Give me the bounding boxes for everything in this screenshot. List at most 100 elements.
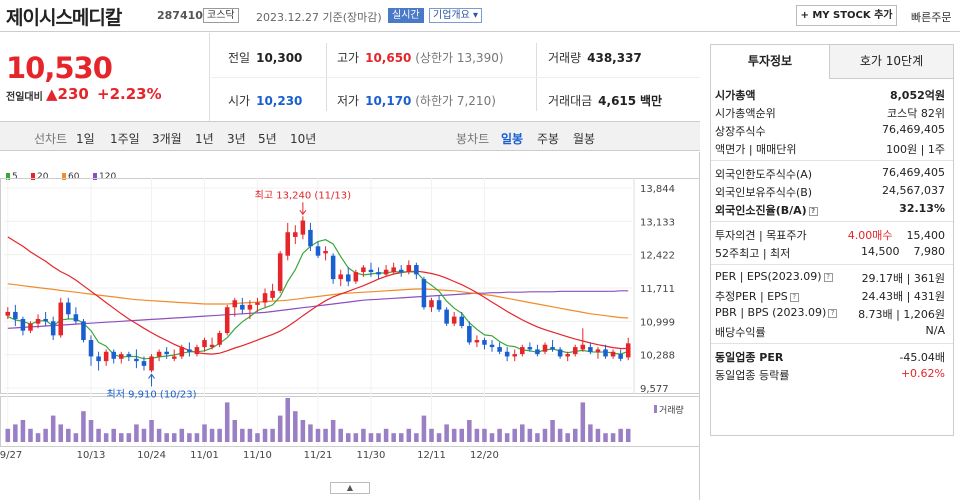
low-price: 저가 10,170 (하한가 7,210) <box>337 94 496 108</box>
volume-bar <box>103 433 109 442</box>
volume-bar <box>232 420 238 442</box>
candle-body <box>489 344 495 348</box>
volume-bar <box>323 428 328 442</box>
x-tick-label: 12/11 <box>417 450 446 461</box>
info-label: 투자의견 | 목표주가 <box>715 229 807 242</box>
info-value: 32.13% <box>899 202 945 215</box>
volume-bar <box>13 424 18 442</box>
period-1d[interactable]: 1일 <box>76 132 95 146</box>
investment-info-body: 시가총액 8,052억원 시가총액순위 코스닥 82위 상장주식수 76,469,405 액… <box>711 81 953 435</box>
candle-body <box>66 302 71 315</box>
candle-body <box>444 309 449 324</box>
tab-order-book[interactable]: 호가 10단계 <box>830 45 953 79</box>
info-label: 52주최고 | 최저 <box>715 247 791 260</box>
volume-bar <box>406 428 412 442</box>
candle-body <box>504 351 510 357</box>
info-label: 액면가 | 매매단위 <box>715 143 797 156</box>
volume-bar <box>383 428 389 442</box>
info-value: 29.17배 | 361원 <box>861 272 945 285</box>
tab-investment-info[interactable]: 투자정보 <box>711 45 830 79</box>
period-3m[interactable]: 3개월 <box>152 132 182 146</box>
line-chart-label[interactable]: 선차트 <box>34 132 68 146</box>
y-tick-label: 9,577 <box>640 384 669 395</box>
volume-bar <box>625 428 631 442</box>
candle-body <box>126 354 132 357</box>
candle-body <box>565 354 570 357</box>
volume-bar <box>209 428 215 442</box>
info-value: 24.43배 | 431원 <box>861 290 945 303</box>
period-3y[interactable]: 3년 <box>227 132 246 146</box>
candle-daily[interactable]: 일봉 <box>501 132 524 146</box>
help-icon[interactable]: ? <box>808 206 818 216</box>
low-arrow-head <box>148 373 155 379</box>
divider <box>711 264 953 265</box>
volume-bar <box>580 402 586 442</box>
candle-chart-label[interactable]: 봉차트 <box>456 132 490 146</box>
volume-bar <box>489 433 495 442</box>
change-value: ▲230 <box>46 85 89 103</box>
add-my-stock-button[interactable]: + MY STOCK 추가 <box>796 5 897 26</box>
plot-frame <box>0 178 700 394</box>
volume-bar <box>467 420 472 442</box>
volume-frame <box>0 396 700 447</box>
candle-body <box>179 347 185 357</box>
info-row: 외국인보유주식수(B) 24,567,037 <box>715 184 945 202</box>
volume-bar <box>308 424 313 442</box>
company-overview-dropdown[interactable]: 기업개요 ▾ <box>429 8 482 23</box>
candle-body <box>588 347 593 352</box>
info-label: 동일업종 등락률 <box>715 369 790 382</box>
info-label: 시가총액순위 <box>715 107 776 120</box>
collapse-chart-handle[interactable]: ▲ <box>330 482 370 494</box>
info-label: 시가총액 <box>715 89 756 102</box>
period-1y[interactable]: 1년 <box>195 132 214 146</box>
volume-bar <box>81 411 86 442</box>
info-row: 52주최고 | 최저 14,500 7,980 <box>715 245 945 263</box>
candle-body <box>285 232 291 256</box>
volume-bar <box>126 433 132 442</box>
candle-body <box>376 272 381 275</box>
candle-body <box>610 351 616 357</box>
candle-body <box>580 344 586 350</box>
volume-bar <box>43 428 48 442</box>
help-icon[interactable]: ? <box>823 272 833 282</box>
help-icon[interactable]: ? <box>828 308 838 318</box>
volume-bar <box>58 424 64 442</box>
candle-body <box>194 347 200 355</box>
volume-bar <box>444 424 449 442</box>
x-tick-label: 11/01 <box>190 450 219 461</box>
period-10y[interactable]: 10년 <box>290 132 317 146</box>
info-label: PBR | BPS (2023.09)? <box>715 306 838 319</box>
volume-bar <box>398 433 404 442</box>
legend-ma60: 60 <box>62 172 79 182</box>
quick-order-link[interactable]: 빠른주문 <box>911 11 952 24</box>
candle-body <box>497 347 502 352</box>
candle-body <box>149 356 154 371</box>
ma60-line <box>7 283 629 319</box>
candle-body <box>111 351 116 359</box>
volume-bar <box>277 415 283 442</box>
candle-monthly[interactable]: 월봉 <box>573 132 596 146</box>
period-5y[interactable]: 5년 <box>258 132 277 146</box>
candle-body <box>618 354 623 359</box>
help-icon[interactable]: ? <box>789 292 799 302</box>
volume-bar <box>482 428 487 442</box>
volume-bar <box>262 428 268 442</box>
volume-bar <box>96 428 101 442</box>
info-label: 동일업종 PER <box>715 351 784 364</box>
volume-bar <box>520 424 525 442</box>
candle-body <box>5 311 11 316</box>
volume-bar <box>338 428 343 442</box>
volume-bar <box>285 398 291 442</box>
volume-bar <box>179 428 185 442</box>
realtime-button[interactable]: 실시간 <box>388 8 424 23</box>
period-1w[interactable]: 1주일 <box>110 132 140 146</box>
investment-info-panel: 투자정보 호가 10단계 시가총액 8,052억원 시가총액순위 코스닥 82위 상장주… <box>710 44 954 436</box>
divider <box>711 343 953 344</box>
candle-weekly[interactable]: 주봉 <box>537 132 560 146</box>
candle-body <box>520 347 525 355</box>
candle-body <box>512 354 517 357</box>
info-row: 동일업종 등락률 +0.62% <box>715 367 945 385</box>
volume-bar <box>28 428 33 442</box>
candle-body <box>50 321 56 336</box>
volume-bar <box>134 424 139 442</box>
